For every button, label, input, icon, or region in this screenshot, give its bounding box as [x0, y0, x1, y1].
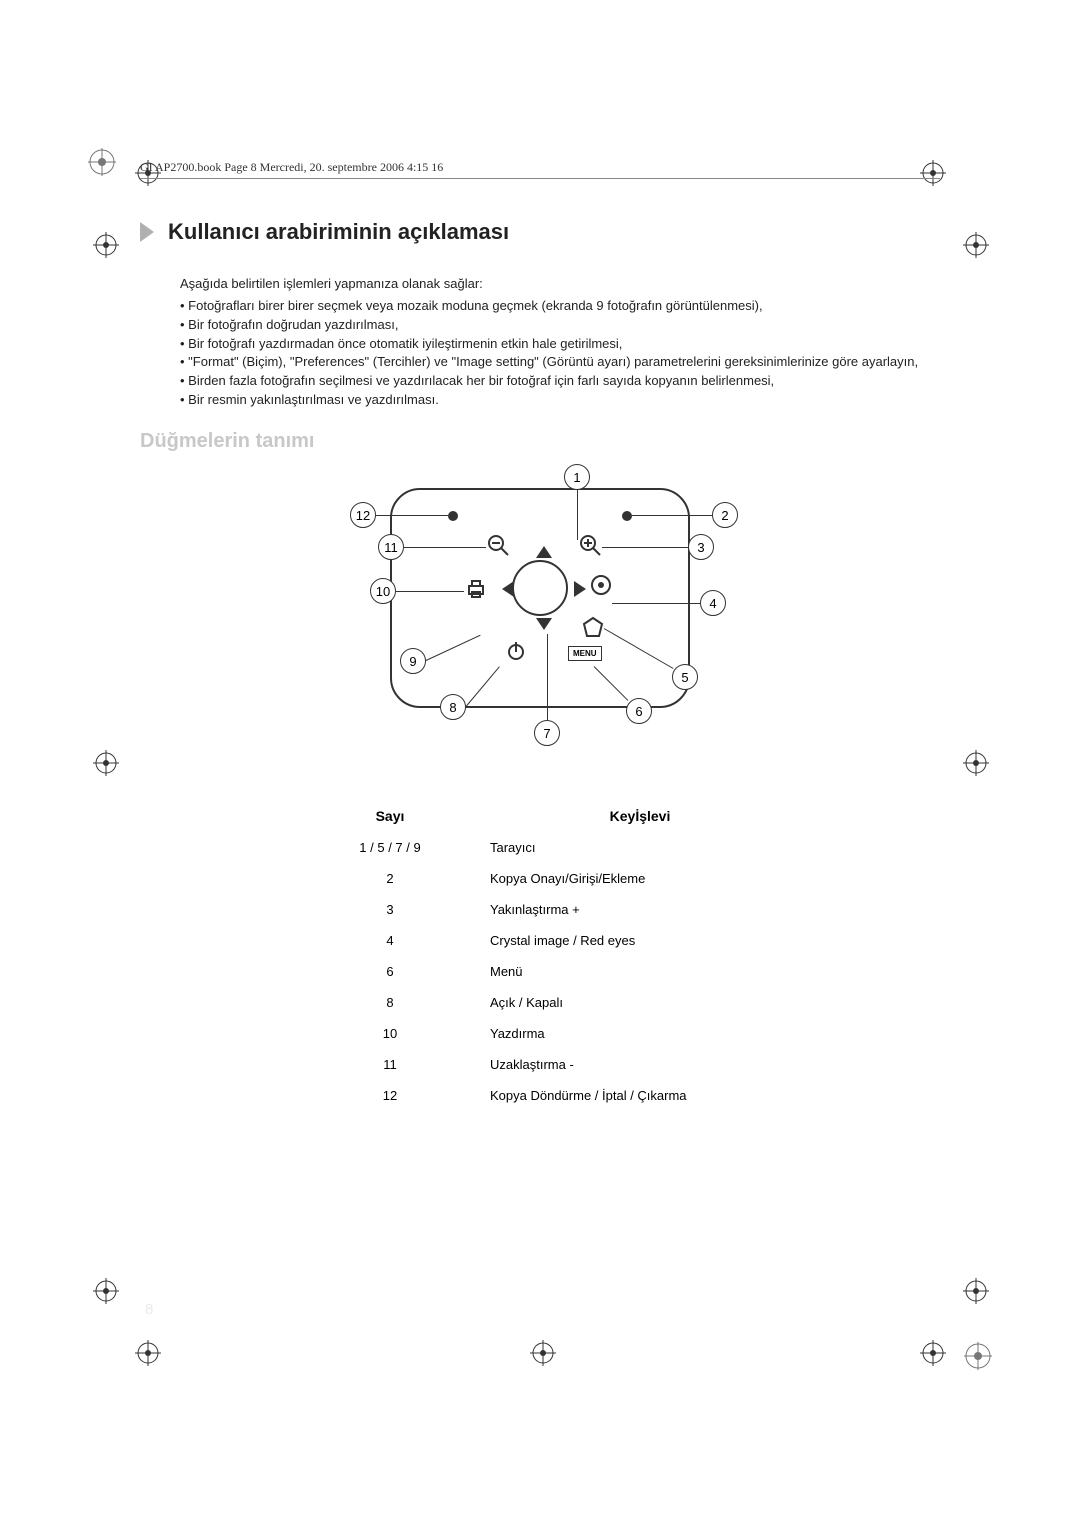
label-4: 4 [700, 590, 726, 616]
cell-number: 6 [290, 964, 490, 979]
cell-number: 3 [290, 902, 490, 917]
file-header: GI AP2700.book Page 8 Mercredi, 20. sept… [140, 160, 940, 179]
menu-icon: MENU [568, 646, 602, 661]
label-6: 6 [626, 698, 652, 724]
reg-right-bot [963, 1278, 989, 1304]
corner-br [964, 1342, 992, 1370]
label-11: 11 [378, 534, 404, 560]
cell-function: Crystal image / Red eyes [490, 933, 790, 948]
table-row: 11Uzaklaştırma - [290, 1057, 940, 1072]
bullet-item: Bir fotoğrafı yazdırmadan önce otomatik … [180, 335, 940, 354]
main-title: Kullanıcı arabiriminin açıklaması [168, 219, 509, 245]
cell-number: 12 [290, 1088, 490, 1103]
lead [632, 515, 712, 516]
table-row: 2Kopya Onayı/Girişi/Ekleme [290, 871, 940, 886]
lead [376, 515, 448, 516]
table-row: 3Yakınlaştırma + [290, 902, 940, 917]
label-12: 12 [350, 502, 376, 528]
reg-right-mid [963, 750, 989, 776]
cell-function: Kopya Onayı/Girişi/Ekleme [490, 871, 790, 886]
cell-function: Kopya Döndürme / İptal / Çıkarma [490, 1088, 790, 1103]
cell-number: 11 [290, 1057, 490, 1072]
label-10: 10 [370, 578, 396, 604]
lead [396, 591, 464, 592]
cell-number: 8 [290, 995, 490, 1010]
bullet-item: Bir resmin yakınlaştırılması ve yazdırıl… [180, 391, 940, 410]
lead [612, 603, 700, 604]
corner-tl [88, 148, 116, 176]
left-arrow-icon [502, 581, 514, 597]
cell-function: Menü [490, 964, 790, 979]
bullet-item: Fotoğrafları birer birer seçmek veya moz… [180, 297, 940, 316]
lead [602, 547, 688, 548]
print-icon [465, 578, 487, 600]
reg-bottom-right [920, 1340, 946, 1366]
cell-function: Açık / Kapalı [490, 995, 790, 1010]
eye-icon [590, 574, 612, 596]
cell-function: Yazdırma [490, 1026, 790, 1041]
crystal-icon [582, 616, 604, 638]
cell-function: Tarayıcı [490, 840, 790, 855]
label-5: 5 [672, 664, 698, 690]
cell-number: 2 [290, 871, 490, 886]
cell-number: 4 [290, 933, 490, 948]
page-content: GI AP2700.book Page 8 Mercredi, 20. sept… [140, 160, 940, 1119]
down-arrow-icon [536, 618, 552, 630]
intro-line: Aşağıda belirtilen işlemleri yapmanıza o… [180, 275, 940, 294]
up-arrow-icon [536, 546, 552, 558]
reg-tl2 [93, 232, 119, 258]
bullet-list: Fotoğrafları birer birer seçmek veya moz… [180, 297, 940, 410]
cell-function: Yakınlaştırma + [490, 902, 790, 917]
label-9: 9 [400, 648, 426, 674]
body-text: Aşağıda belirtilen işlemleri yapmanıza o… [180, 275, 940, 410]
table-row: 4Crystal image / Red eyes [290, 933, 940, 948]
button-diagram: MENU 1 12 2 11 3 10 4 9 8 7 6 5 [280, 478, 800, 768]
page-number: 8 [145, 1301, 153, 1318]
bullet-item: Birden fazla fotoğrafın seçilmesi ve yaz… [180, 372, 940, 391]
label-3: 3 [688, 534, 714, 560]
title-row: Kullanıcı arabiriminin açıklaması [140, 219, 940, 245]
triangle-icon [140, 222, 154, 242]
cell-number: 10 [290, 1026, 490, 1041]
lead [404, 547, 486, 548]
lead [577, 490, 578, 540]
nav-hub-icon [512, 560, 568, 616]
bullet-item: "Format" (Biçim), "Preferences" (Tercihl… [180, 353, 940, 372]
reg-bottom-left [135, 1340, 161, 1366]
col-function: Keyİşlevi [490, 808, 790, 824]
zoom-in-icon [578, 533, 602, 557]
reg-left-mid [93, 750, 119, 776]
table-row: 8Açık / Kapalı [290, 995, 940, 1010]
col-number: Sayı [290, 808, 490, 824]
label-1: 1 [564, 464, 590, 490]
cell-function: Uzaklaştırma - [490, 1057, 790, 1072]
dot-icon [622, 511, 632, 521]
cell-number: 1 / 5 / 7 / 9 [290, 840, 490, 855]
label-2: 2 [712, 502, 738, 528]
reg-tr2 [963, 232, 989, 258]
dot-icon [448, 511, 458, 521]
lead [547, 634, 548, 720]
right-arrow-icon [574, 581, 586, 597]
sub-heading: Düğmelerin tanımı [140, 430, 940, 453]
power-icon [505, 640, 527, 662]
table-row: 12Kopya Döndürme / İptal / Çıkarma [290, 1088, 940, 1103]
zoom-out-icon [486, 533, 510, 557]
table-row: 10Yazdırma [290, 1026, 940, 1041]
table-header: Sayı Keyİşlevi [290, 808, 940, 824]
bullet-item: Bir fotoğrafın doğrudan yazdırılması, [180, 316, 940, 335]
table-row: 6Menü [290, 964, 940, 979]
label-7: 7 [534, 720, 560, 746]
label-8: 8 [440, 694, 466, 720]
reg-left-bot [93, 1278, 119, 1304]
reg-bottom-mid [530, 1340, 556, 1366]
key-function-table: Sayı Keyİşlevi 1 / 5 / 7 / 9Tarayıcı 2Ko… [290, 808, 940, 1103]
table-row: 1 / 5 / 7 / 9Tarayıcı [290, 840, 940, 855]
